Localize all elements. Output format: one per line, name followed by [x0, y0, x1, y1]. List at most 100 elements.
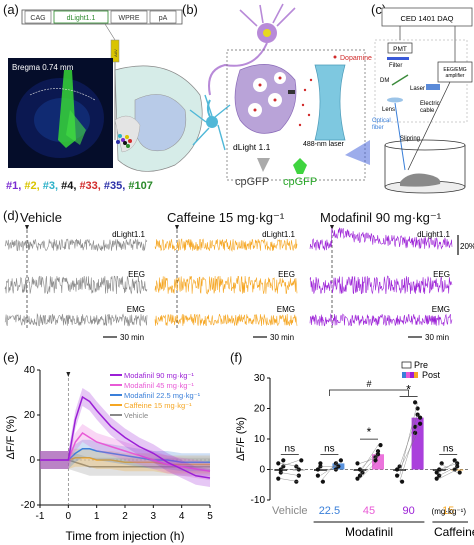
data-point-post [299, 458, 304, 463]
injection-marker [175, 225, 179, 230]
y-tick-label: 20 [24, 410, 36, 421]
category-label: 45 [363, 505, 375, 517]
daq-box [381, 7, 473, 27]
mouse-id: #33, [79, 180, 101, 192]
pair-line [359, 444, 379, 473]
mouse-id: #3, [42, 180, 59, 192]
trace-dlight11 [4, 238, 148, 252]
trace-label: dLight1.1 [262, 230, 295, 239]
data-point-post [294, 464, 299, 469]
y-tick-label: 20 [254, 404, 266, 415]
y-tick-label: 40 [24, 365, 36, 376]
trace-dlight11 [154, 238, 298, 252]
panel-a-figure: CAG dLight1.1 WPRE pA AAV Bregma 0.74 mm [8, 9, 203, 172]
panel-e-label: (e) [3, 350, 19, 365]
trace-label: EEG [128, 270, 145, 279]
legend-swatch-pre [401, 361, 412, 369]
data-point-post [378, 443, 383, 448]
trace-label: EMG [432, 305, 450, 314]
mouse-icon [400, 173, 441, 187]
pair-line [280, 478, 299, 482]
mouse-id: #107 [128, 180, 153, 192]
pair-line [439, 463, 458, 473]
amplifier-label: EEG/EMG amplifier [443, 67, 466, 79]
category-label: Vehicle [272, 505, 307, 517]
group-title-modafinil: Modafinil 90 mg·kg⁻¹ [320, 210, 442, 225]
legend-swatch-post [410, 372, 414, 378]
data-point-pre [318, 461, 323, 466]
y-axis-label: ΔF/F (%) [5, 415, 17, 459]
legend-label: Pre [414, 360, 428, 370]
category-label: 15 [442, 505, 454, 517]
hash-bracket [329, 389, 409, 396]
data-point-pre [315, 467, 320, 472]
construct-dlight: dLight1.1 [67, 15, 96, 22]
significance-label: ns [324, 443, 335, 454]
data-point-post [373, 458, 378, 463]
data-point-pre [355, 476, 360, 481]
construct-wpre: WPRE [119, 15, 140, 22]
panel-d-label: (d) [3, 208, 19, 223]
data-point-pre [437, 473, 442, 478]
data-point-pre [395, 467, 400, 472]
amp-scale-label: 20% [460, 242, 474, 251]
data-point-pre [320, 479, 325, 484]
dopamine-label: Dopamine [340, 55, 372, 62]
group-label-modafinil: Modafinil [345, 525, 393, 539]
data-point-post [296, 473, 301, 478]
series-band [40, 424, 210, 481]
pair-line [359, 460, 379, 479]
legend-label: Modafinil 90 mg·kg⁻¹ [124, 371, 194, 380]
dm-label: DM [380, 78, 389, 84]
data-point-post [457, 470, 462, 475]
laser-label: Laser [410, 86, 425, 92]
data-point-pre [318, 464, 323, 469]
data-point-pre [315, 473, 320, 478]
data-point-pre [281, 458, 286, 463]
time-scale-label: 30 min [425, 333, 449, 342]
category-label: 90 [402, 505, 414, 517]
bar-chart: -10 0 10 20 30 ns Vehicle ns 22.5 * 45 * 90 ns 15 # PreP… [235, 360, 474, 539]
synapse-schematic: Dopamine dLight 1.1 488-nm laser cpGFP c… [233, 55, 372, 188]
x-tick-label: 0 [66, 511, 72, 522]
construct-cag: CAG [30, 15, 45, 22]
filter-label: Filter [389, 63, 402, 69]
panel-a-label: (a) [3, 2, 19, 17]
data-point-post [294, 479, 299, 484]
pair-line [439, 466, 458, 476]
pair-line [320, 460, 339, 482]
data-point-post [338, 458, 343, 463]
data-point-pre [276, 461, 281, 466]
injection-marker [25, 225, 29, 230]
data-point-pre [439, 461, 444, 466]
data-point-pre [437, 467, 442, 472]
significance-label: * [367, 425, 372, 439]
series-line [40, 448, 210, 464]
group-title-caffeine: Caffeine 15 mg·kg⁻¹ [167, 210, 285, 225]
bar-post [411, 417, 424, 470]
data-point-post [413, 430, 418, 435]
group-title-vehicle: Vehicle [20, 210, 62, 225]
y-tick-label: -10 [251, 495, 266, 506]
pair-line [359, 454, 379, 476]
y-tick-label: -20 [21, 500, 36, 511]
time-scale-label: 30 min [270, 333, 294, 342]
y-axis-label: ΔF/F (%) [235, 417, 247, 461]
legend-swatch-post [406, 372, 410, 378]
pmt-label: PMT [393, 46, 407, 53]
pair-line [280, 460, 299, 467]
group-label-caffeine: Caffeine [434, 525, 474, 539]
y-tick-label: 30 [254, 373, 266, 384]
data-point-post [418, 415, 423, 420]
cable-label: Electric cable [420, 101, 440, 114]
x-tick-label: 4 [179, 511, 185, 522]
trace-panel: dLight1.1 EEG EMG dLight1.1 EEG EMG dLight1.1 E… [4, 225, 474, 342]
bar-pre [314, 469, 327, 471]
pair-line [280, 463, 299, 467]
trace-eeg [309, 275, 453, 295]
series-line [40, 395, 211, 479]
panel-b-figure: Dopamine dLight 1.1 488-nm laser cpGFP c… [189, 3, 372, 188]
significance-label: ns [443, 443, 454, 454]
legend-swatch-post [402, 372, 406, 378]
